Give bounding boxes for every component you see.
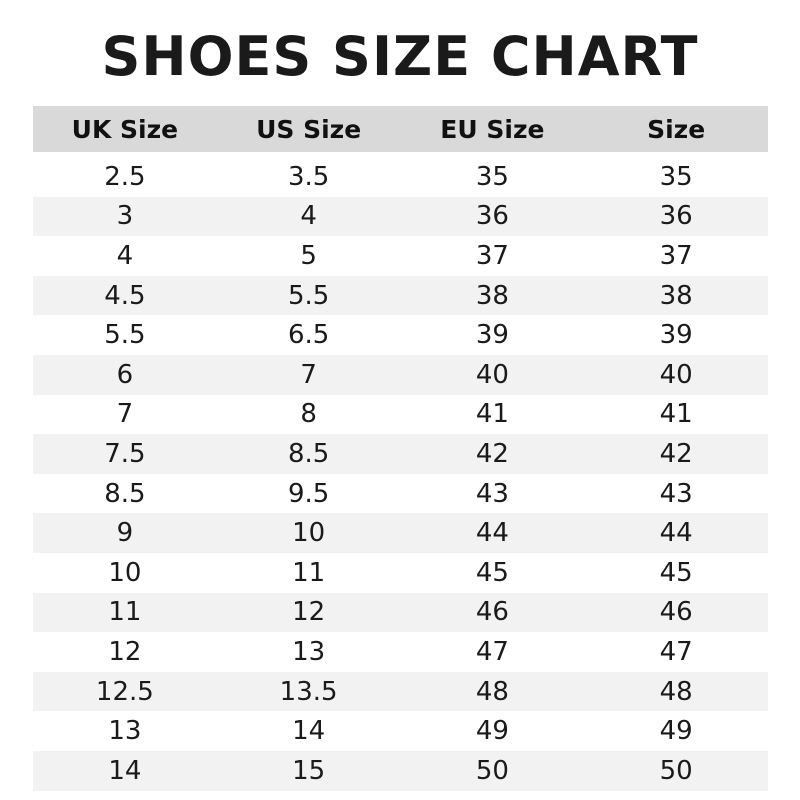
table-row: 6 7 40 40 [33,354,768,395]
cell-size: 37 [659,240,693,271]
cell-us: 5 [300,240,317,271]
cell-us: 4 [216,196,401,237]
cell-size: 45 [659,557,693,588]
cell-uk: 10 [108,557,142,588]
cell-uk: 11 [33,592,217,633]
cell-eu: 40 [400,354,585,395]
cell-uk: 3 [33,196,217,237]
cell-us: 13.5 [216,671,401,712]
cell-uk: 4.5 [33,275,217,316]
cell-uk: 8.5 [104,478,146,509]
column-header-size: Size [584,106,768,157]
cell-us: 7 [216,354,401,395]
cell-uk: 14 [33,750,217,791]
cell-size: 48 [584,671,768,712]
cell-uk: 9 [33,513,217,553]
cell-size: 50 [584,750,768,791]
cell-uk: 12 [108,636,142,667]
table-row: 7.5 8.5 42 42 [33,434,768,474]
table-row: 2.5 3.5 35 35 [33,155,768,197]
cell-eu: 36 [400,196,585,237]
cell-size: 49 [659,716,693,747]
cell-size: 38 [584,275,768,316]
cell-us: 11 [292,557,326,588]
table-row: 12 13 47 47 [33,632,768,672]
cell-size: 44 [584,513,768,553]
column-header-uk: UK Size [33,106,217,157]
table-row: 3 4 36 36 [33,196,768,237]
cell-eu: 48 [400,671,585,712]
cell-eu: 45 [475,557,509,588]
cell-us: 13 [292,636,326,667]
cell-uk: 12.5 [33,671,217,712]
table-row: 5.5 6.5 39 39 [33,315,768,355]
table-header-row: UK Size US Size EU Size Size [33,106,768,157]
cell-size: 41 [659,399,693,430]
cell-us: 3.5 [287,161,330,192]
table-row: 4.5 5.5 38 38 [33,275,768,316]
cell-uk: 7 [116,399,134,430]
column-header-us: US Size [216,106,401,157]
table-row: 4 5 37 37 [33,236,768,276]
cell-us: 5.5 [216,275,401,316]
cell-eu: 35 [475,161,509,192]
cell-us: 9.5 [287,478,330,509]
cell-us: 10 [216,513,401,553]
cell-uk: 4 [116,240,134,271]
column-header-eu: EU Size [400,106,585,157]
cell-eu: 37 [475,240,509,271]
cell-us: 8.5 [216,434,401,474]
cell-uk: 13 [108,716,142,747]
table-row: 10 11 45 45 [33,553,768,593]
table-body: 2.5 3.5 35 35 3 4 36 36 4 5 37 37 4.5 5.5 38 38 5.5 6.5 39… [33,155,768,791]
table-row: 14 15 50 50 [33,750,768,791]
cell-eu: 43 [475,478,509,509]
cell-us: 15 [216,750,401,791]
cell-size: 46 [584,592,768,633]
cell-eu: 50 [400,750,585,791]
cell-eu: 46 [400,592,585,633]
cell-size: 36 [584,196,768,237]
cell-uk: 5.5 [104,320,146,351]
cell-eu: 41 [475,399,509,430]
table-row: 9 10 44 44 [33,513,768,553]
cell-size: 35 [659,161,693,192]
cell-us: 8 [300,399,317,430]
table-row: 12.5 13.5 48 48 [33,671,768,712]
cell-us: 6.5 [287,320,330,351]
cell-eu: 39 [475,320,509,351]
cell-size: 47 [659,636,693,667]
cell-us: 12 [216,592,401,633]
cell-size: 42 [584,434,768,474]
cell-eu: 38 [400,275,585,316]
size-table: UK Size US Size EU Size Size 2.5 3.5 35 35 3… [33,106,768,791]
cell-uk: 6 [33,354,217,395]
cell-uk: 7.5 [33,434,217,474]
cell-eu: 49 [475,716,509,747]
table-row: 7 8 41 41 [33,395,768,435]
cell-eu: 47 [475,636,509,667]
table-row: 13 14 49 49 [33,711,768,751]
page-title: SHOES SIZE CHART [101,25,699,88]
cell-eu: 42 [400,434,585,474]
cell-size: 40 [584,354,768,395]
cell-us: 14 [292,716,326,747]
cell-uk: 2.5 [104,161,146,192]
table-row: 8.5 9.5 43 43 [33,474,768,514]
cell-size: 43 [659,478,693,509]
cell-size: 39 [659,320,693,351]
table-row: 11 12 46 46 [33,592,768,633]
cell-eu: 44 [400,513,585,553]
